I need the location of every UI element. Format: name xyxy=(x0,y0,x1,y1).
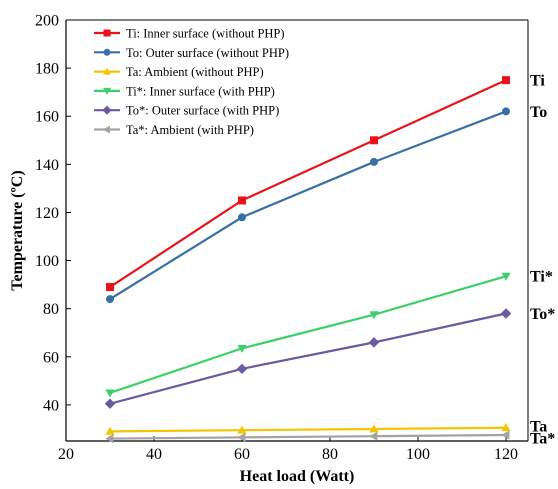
x-tick-label: 40 xyxy=(146,446,162,463)
legend-label-ti-star: Ti*: Inner surface (with PHP) xyxy=(126,84,275,98)
data-point-ta-star xyxy=(501,430,510,440)
series-ti xyxy=(106,76,510,292)
x-tick-label: 60 xyxy=(234,446,250,463)
data-point-to xyxy=(238,213,246,222)
data-point-to xyxy=(502,107,510,116)
x-axis-title: Heat load (Watt) xyxy=(240,468,355,485)
data-point-ti xyxy=(502,76,510,85)
legend-swatch-marker-to xyxy=(103,48,111,56)
series-line-to-star xyxy=(109,312,507,405)
data-point-ta-star xyxy=(237,432,246,442)
y-tick-label: 200 xyxy=(35,13,59,30)
y-axis-title: Temperature (ºC) xyxy=(9,170,26,290)
data-point-ta xyxy=(105,426,115,435)
plot-frame xyxy=(65,19,529,442)
legend-swatch-marker-to-star xyxy=(102,105,112,115)
y-axis-ticks: 40 60 80 100 120 140 160 180 200 xyxy=(35,13,71,414)
y-tick-label: 140 xyxy=(35,157,59,174)
series-line-ti-star xyxy=(109,275,507,394)
x-tick-label: 120 xyxy=(494,446,518,463)
x-tick-label: 20 xyxy=(58,446,74,463)
end-label-ti-star: Ti* xyxy=(530,269,553,286)
legend-swatch-marker-ta xyxy=(102,67,112,75)
data-point-ta-star xyxy=(105,433,114,444)
x-tick-label: 100 xyxy=(406,446,430,463)
data-point-ta xyxy=(237,425,247,434)
x-tick-label: 80 xyxy=(322,446,338,463)
end-label-ta-star: Ta* xyxy=(530,430,555,447)
legend-swatch-marker-ta-star xyxy=(102,125,110,134)
y-tick-label: 180 xyxy=(35,61,59,78)
legend: Ti: Inner surface (without PHP) To: Outer… xyxy=(94,27,289,137)
end-label-to: To xyxy=(530,104,547,121)
series-line-ta-star xyxy=(109,433,507,440)
end-label-ta: Ta xyxy=(530,418,547,435)
series-ta-star xyxy=(105,430,510,444)
legend-label-to-star: To*: Outer surface (with PHP) xyxy=(126,104,279,118)
y-tick-label: 40 xyxy=(43,397,59,414)
series-to-star xyxy=(104,308,512,409)
y-tick-label: 120 xyxy=(35,205,59,222)
data-point-to-star xyxy=(104,398,116,409)
data-point-to-star xyxy=(236,363,248,375)
series-to xyxy=(106,107,510,304)
data-point-ti-star xyxy=(105,389,115,398)
series-line-ti xyxy=(109,79,507,288)
end-label-ti: Ti xyxy=(530,73,545,90)
legend-label-to: To: Outer surface (without PHP) xyxy=(126,46,289,60)
y-tick-label: 100 xyxy=(35,253,59,270)
series-ta xyxy=(105,423,511,435)
data-point-to xyxy=(370,157,378,166)
data-point-ta-star xyxy=(369,431,378,441)
data-point-ti xyxy=(106,283,114,292)
end-label-to-star: To* xyxy=(530,306,555,323)
series-line-to xyxy=(109,110,507,300)
data-point-ti-star xyxy=(237,344,247,353)
x-axis-ticks: 20 40 60 80 100 120 xyxy=(58,436,518,463)
legend-label-ta: Ta: Ambient (without PHP) xyxy=(126,65,264,79)
y-tick-label: 60 xyxy=(43,349,59,366)
y-tick-label: 160 xyxy=(35,109,59,126)
data-point-to xyxy=(106,295,114,304)
data-point-ti-star xyxy=(369,311,379,320)
legend-swatch-marker-ti-star xyxy=(102,87,112,95)
series-end-labels: Ti To Ta Ti* To* Ta* xyxy=(530,73,555,448)
legend-label-ti: Ti: Inner surface (without PHP) xyxy=(126,27,285,41)
series-ti-star xyxy=(105,272,511,398)
data-point-ti-star xyxy=(501,272,511,281)
legend-label-ta-star: Ta*: Ambient (with PHP) xyxy=(126,123,254,137)
data-point-ta xyxy=(501,423,511,432)
legend-swatch-marker-ti xyxy=(103,29,111,37)
data-point-to-star xyxy=(368,337,380,348)
data-point-ta xyxy=(369,424,379,433)
series-line-ta xyxy=(109,426,507,433)
series-layer xyxy=(104,76,512,444)
data-point-to-star xyxy=(500,308,512,319)
y-tick-label: 80 xyxy=(43,301,59,318)
data-point-ti xyxy=(238,196,246,205)
data-point-ti xyxy=(370,136,378,145)
